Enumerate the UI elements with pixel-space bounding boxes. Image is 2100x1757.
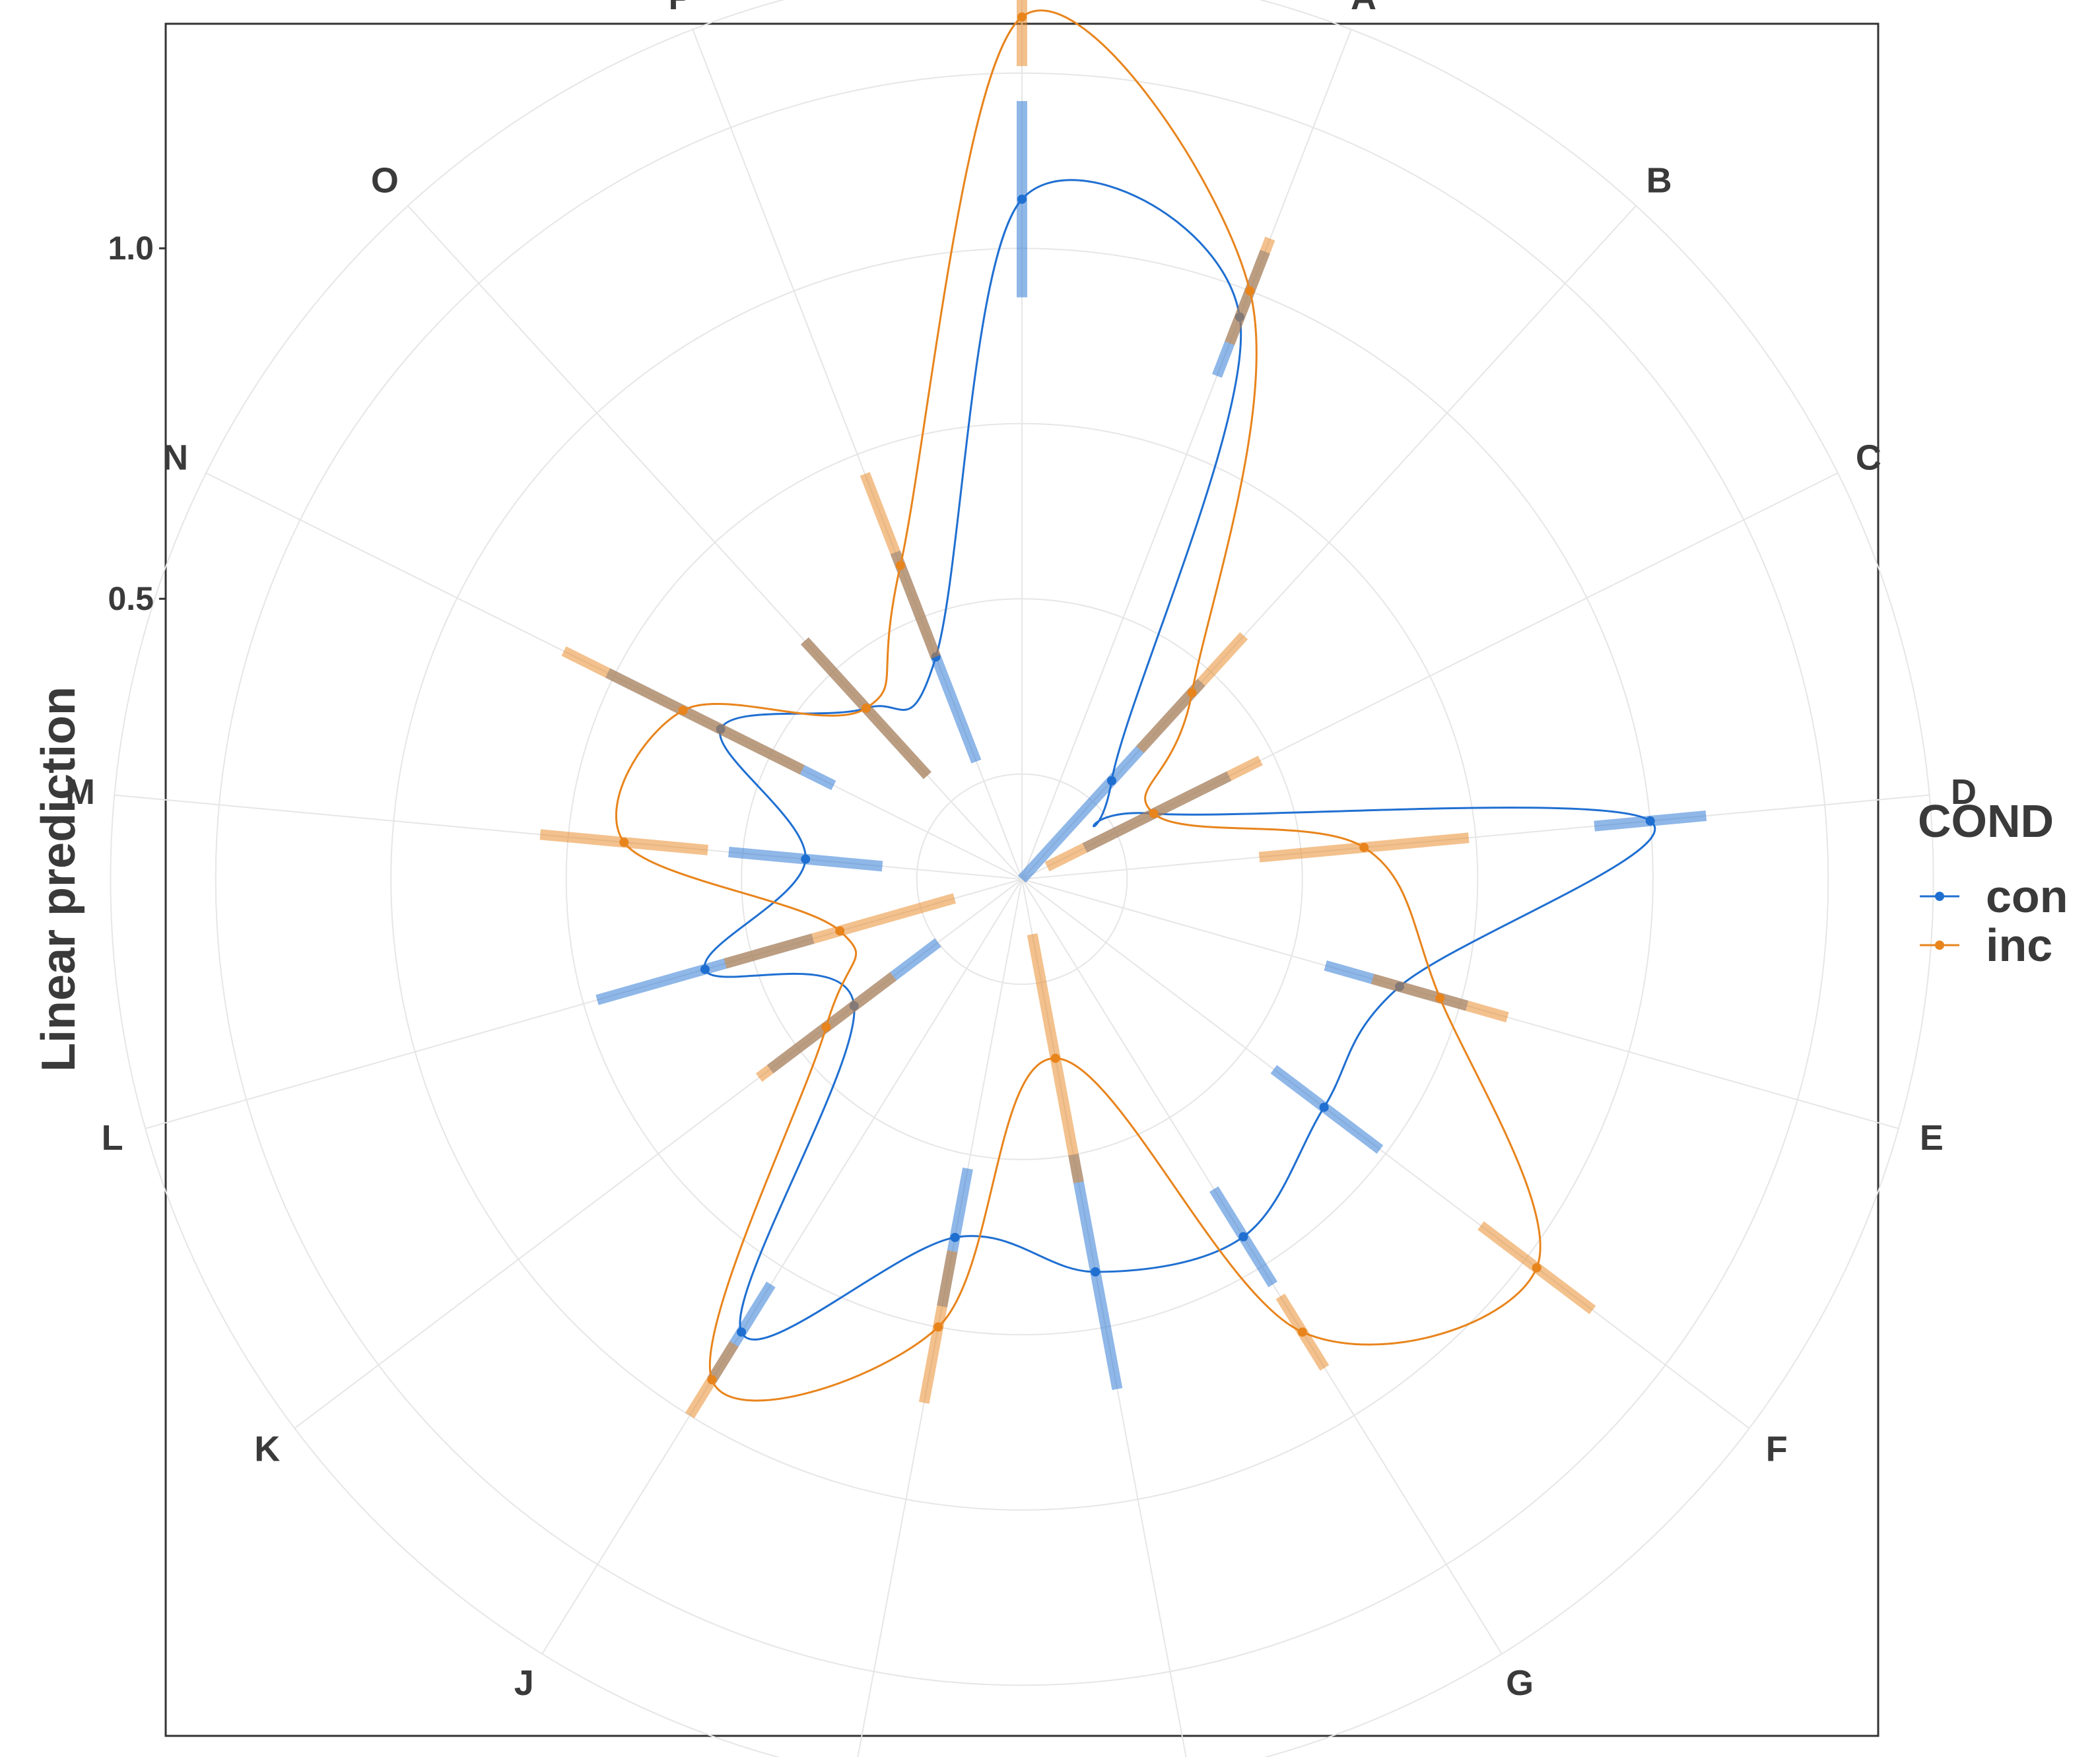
legend-label-inc: inc xyxy=(1986,919,2052,971)
point-inc-j xyxy=(707,1375,717,1385)
point-inc-n xyxy=(678,706,688,715)
radial-tick-label-10: 1.0 xyxy=(108,230,154,267)
point-inc-o xyxy=(861,704,871,713)
category-label-d: D xyxy=(1951,772,1977,812)
point-inc-d xyxy=(1359,842,1369,852)
point-inc-a xyxy=(1245,286,1255,296)
point-con-l xyxy=(700,964,710,974)
category-label-k: K xyxy=(254,1429,280,1469)
category-label-m: M xyxy=(65,772,95,812)
point-con-i xyxy=(950,1232,960,1242)
point-inc-b xyxy=(1187,688,1197,698)
point-con-b xyxy=(1106,776,1116,785)
point-con-g xyxy=(1238,1232,1248,1242)
series-layer xyxy=(539,0,1707,1418)
point-con-j xyxy=(737,1327,747,1337)
grid-spoke xyxy=(1021,29,1352,880)
category-label-p: P xyxy=(668,0,692,17)
series-line-inc xyxy=(615,9,1541,1402)
point-con-m xyxy=(801,854,811,864)
point-con-f xyxy=(1319,1102,1329,1112)
category-label-n: N xyxy=(162,438,188,477)
grid-spoke xyxy=(1021,794,1930,880)
point-inc-c xyxy=(1149,809,1159,818)
point-inc-l xyxy=(835,926,845,936)
grid-ring xyxy=(110,0,1934,1757)
grid-spoke xyxy=(407,205,1023,880)
y-axis-title: Linear prediction xyxy=(32,686,85,1072)
point-inc-h xyxy=(1050,1053,1060,1063)
point-inc-e xyxy=(1435,993,1445,1003)
series-line-con xyxy=(703,179,1656,1341)
legend-label-con: con xyxy=(1986,871,2068,922)
grid-spoke xyxy=(1021,878,1750,1429)
point-con-0 xyxy=(1017,194,1027,204)
category-label-g: G xyxy=(1506,1663,1534,1703)
point-inc-k xyxy=(821,1022,831,1032)
category-label-o: O xyxy=(371,160,399,200)
category-label-c: C xyxy=(1856,438,1881,477)
point-con-h xyxy=(1091,1267,1101,1277)
category-labels: _0_ABCDEFGHIJKLMNOP xyxy=(65,0,1977,1703)
point-inc-0 xyxy=(1017,12,1027,22)
point-inc-f xyxy=(1532,1263,1541,1273)
point-inc-g xyxy=(1297,1327,1307,1337)
radial-tick-label-05: 0.5 xyxy=(108,580,154,617)
radial-axis: 0.5 1.0 xyxy=(108,230,166,617)
category-label-f: F xyxy=(1766,1429,1788,1469)
category-label-l: L xyxy=(102,1118,123,1158)
category-label-j: J xyxy=(514,1663,534,1703)
grid xyxy=(110,0,1934,1757)
legend-title: COND xyxy=(1918,795,2054,847)
legend-key-point-inc xyxy=(1935,941,1944,950)
legend-key-point-con xyxy=(1935,892,1944,901)
point-inc-m xyxy=(619,838,629,847)
point-inc-p xyxy=(895,560,905,570)
point-con-d xyxy=(1645,816,1655,826)
grid-spoke xyxy=(541,878,1023,1655)
category-label-b: B xyxy=(1646,160,1672,200)
category-label-e: E xyxy=(1920,1118,1944,1158)
point-inc-i xyxy=(933,1322,943,1332)
category-label-a: A xyxy=(1351,0,1376,17)
